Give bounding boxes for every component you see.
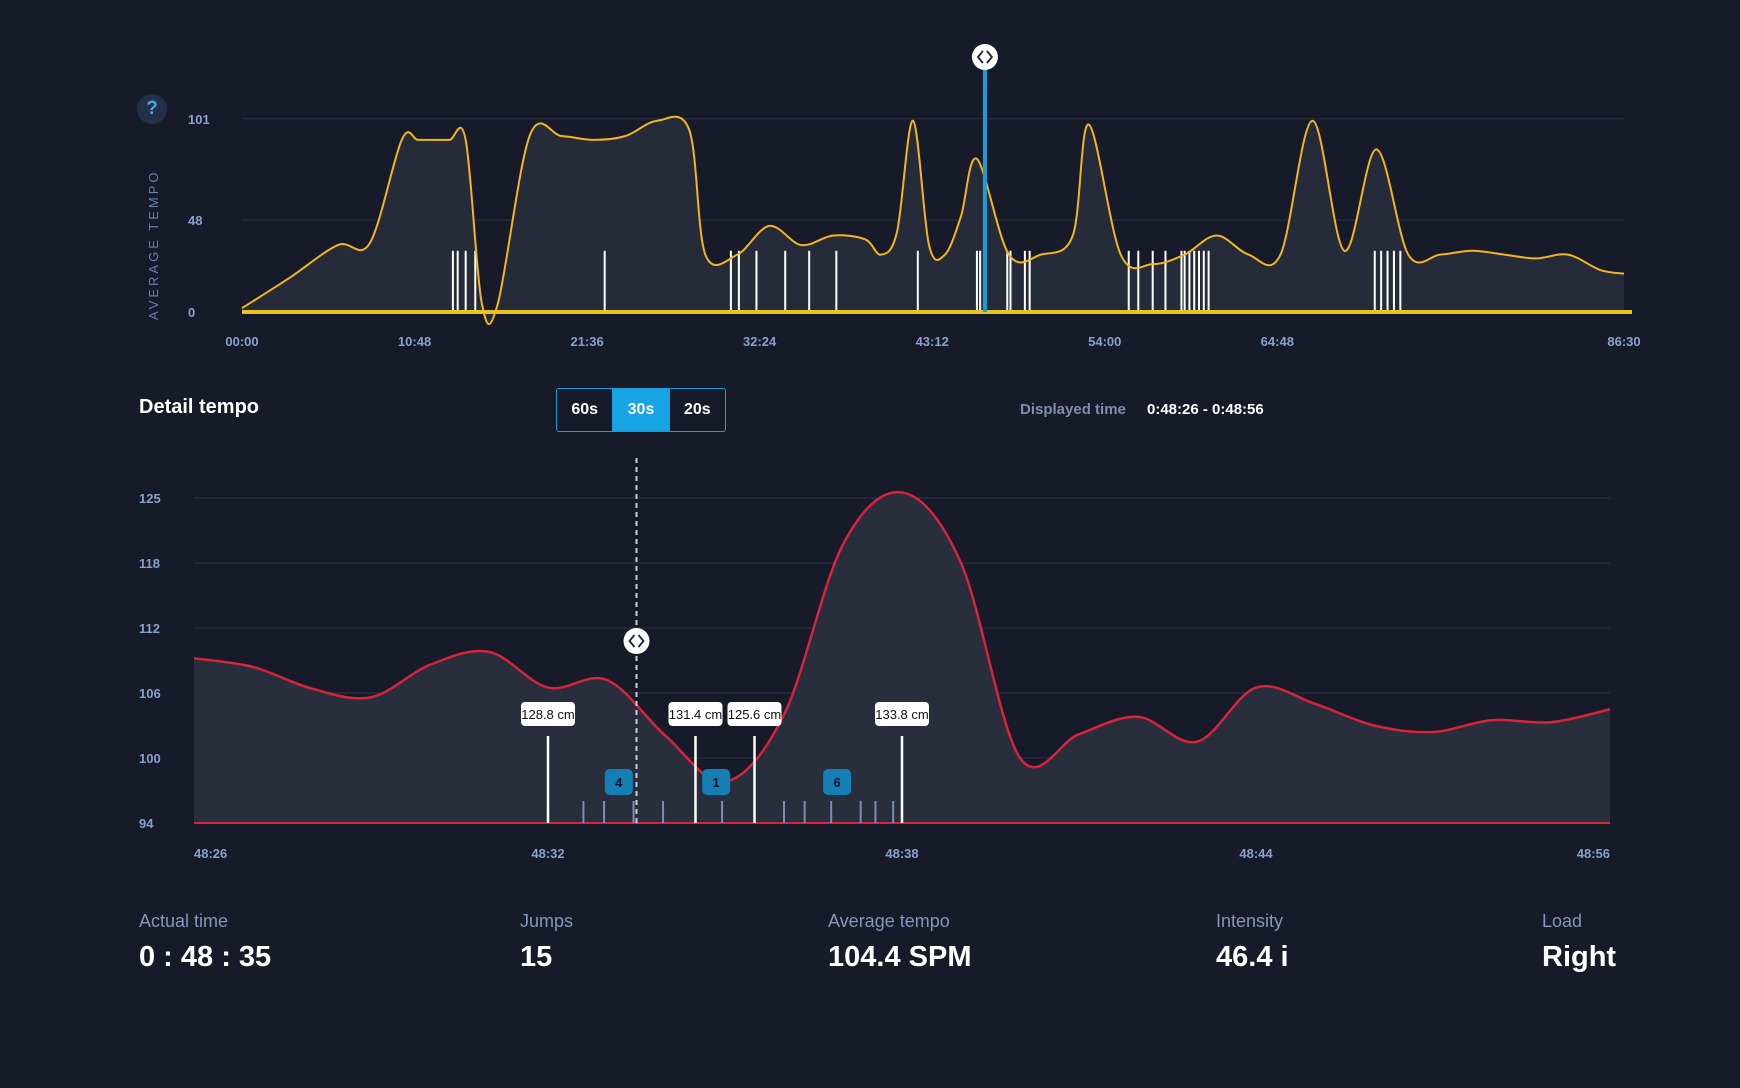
displayed-time-value: 0:48:26 - 0:48:56 — [1147, 401, 1264, 418]
overview-x-tick: 32:24 — [743, 334, 777, 349]
jump-cluster-badge[interactable] — [823, 769, 852, 795]
intensity-label: Intensity — [1216, 911, 1284, 931]
stat-load: Load Right — [1542, 911, 1616, 974]
detail-x-tick: 48:56 — [1577, 846, 1610, 861]
range-toggle-group: 60s 30s 20s — [556, 388, 726, 432]
range-60s-button[interactable]: 60s — [571, 401, 599, 418]
help-button[interactable]: ? — [137, 94, 167, 124]
code-brackets-icon — [628, 634, 645, 648]
overview-x-tick: 86:30 — [1607, 334, 1640, 349]
jump-cluster-badge[interactable] — [604, 769, 633, 795]
jump-height-label: 125.6 cm — [728, 707, 781, 722]
jump-cluster-badge[interactable] — [702, 769, 731, 795]
jumps-label: Jumps — [520, 911, 574, 931]
actual-time-label: Actual time — [139, 911, 229, 931]
average-tempo-value: 104.4 SPM — [828, 941, 972, 973]
load-label: Load — [1542, 911, 1583, 931]
jump-height-label-box[interactable] — [727, 702, 782, 726]
range-30s-button[interactable]: 30s — [612, 389, 669, 431]
overview-chart[interactable]: 101 48 0 00:00 10:48 21:36 32:24 43:12 54:00 64:… — [0, 0, 1740, 360]
jump-cluster-count: 1 — [713, 775, 720, 790]
stat-actual-time: Actual time 0 : 48 : 35 — [139, 911, 271, 974]
jump-height-label: 131.4 cm — [669, 707, 722, 722]
range-20s-button[interactable]: 20s — [668, 389, 725, 431]
overview-area — [242, 116, 1624, 325]
detail-title: Detail tempo — [139, 396, 260, 418]
overview-x-tick: 43:12 — [916, 334, 949, 349]
actual-time-value: 0 : 48 : 35 — [139, 941, 272, 973]
jump-cluster-count: 4 — [615, 775, 623, 790]
overview-series-line — [241, 115, 1625, 326]
detail-y-tick: 125 — [139, 491, 161, 506]
stat-jumps: Jumps 15 — [520, 911, 573, 974]
detail-position-handle[interactable] — [623, 628, 650, 654]
jump-cluster-count: 6 — [833, 775, 840, 790]
overview-x-tick: 21:36 — [570, 334, 603, 349]
load-value: Right — [1542, 941, 1617, 973]
code-brackets-icon — [976, 50, 994, 64]
overview-y-tick: 0 — [188, 305, 195, 320]
detail-x-tick: 48:44 — [1239, 846, 1273, 861]
detail-tempo-line — [193, 490, 1611, 784]
jump-height-label: 128.8 cm — [521, 707, 574, 722]
jump-height-label: 133.8 cm — [875, 707, 928, 722]
average-tempo-label: Average tempo — [828, 911, 950, 931]
overview-y-tick: 101 — [188, 112, 210, 127]
overview-x-tick: 10:48 — [398, 334, 431, 349]
jump-height-label-box[interactable] — [521, 702, 575, 726]
detail-x-tick: 48:26 — [194, 846, 227, 861]
detail-y-tick: 106 — [139, 686, 161, 701]
jump-height-label-box[interactable] — [668, 702, 723, 726]
detail-y-tick: 112 — [139, 621, 160, 636]
detail-y-tick: 118 — [139, 556, 160, 571]
intensity-value: 46.4 i — [1216, 941, 1289, 973]
overview-x-tick: 00:00 — [225, 334, 258, 349]
overview-x-tick: 54:00 — [1088, 334, 1121, 349]
overview-position-handle[interactable] — [971, 44, 998, 70]
detail-x-tick: 48:38 — [885, 846, 918, 861]
jumps-value: 15 — [520, 941, 553, 973]
detail-y-tick: 100 — [139, 751, 161, 766]
detail-x-tick: 48:32 — [531, 846, 564, 861]
stat-intensity: Intensity 46.4 i — [1216, 911, 1289, 974]
displayed-time-label: Displayed time — [1020, 401, 1126, 418]
jump-height-label-box[interactable] — [875, 702, 929, 726]
overview-baseline — [242, 310, 1632, 314]
overview-x-tick: 64:48 — [1261, 334, 1294, 349]
detail-y-tick: 94 — [139, 816, 154, 831]
overview-y-tick: 48 — [188, 213, 202, 228]
overview-y-axis-title: AVERAGE TEMPO — [146, 170, 161, 321]
stat-average-tempo: Average tempo 104.4 SPM — [828, 911, 971, 974]
